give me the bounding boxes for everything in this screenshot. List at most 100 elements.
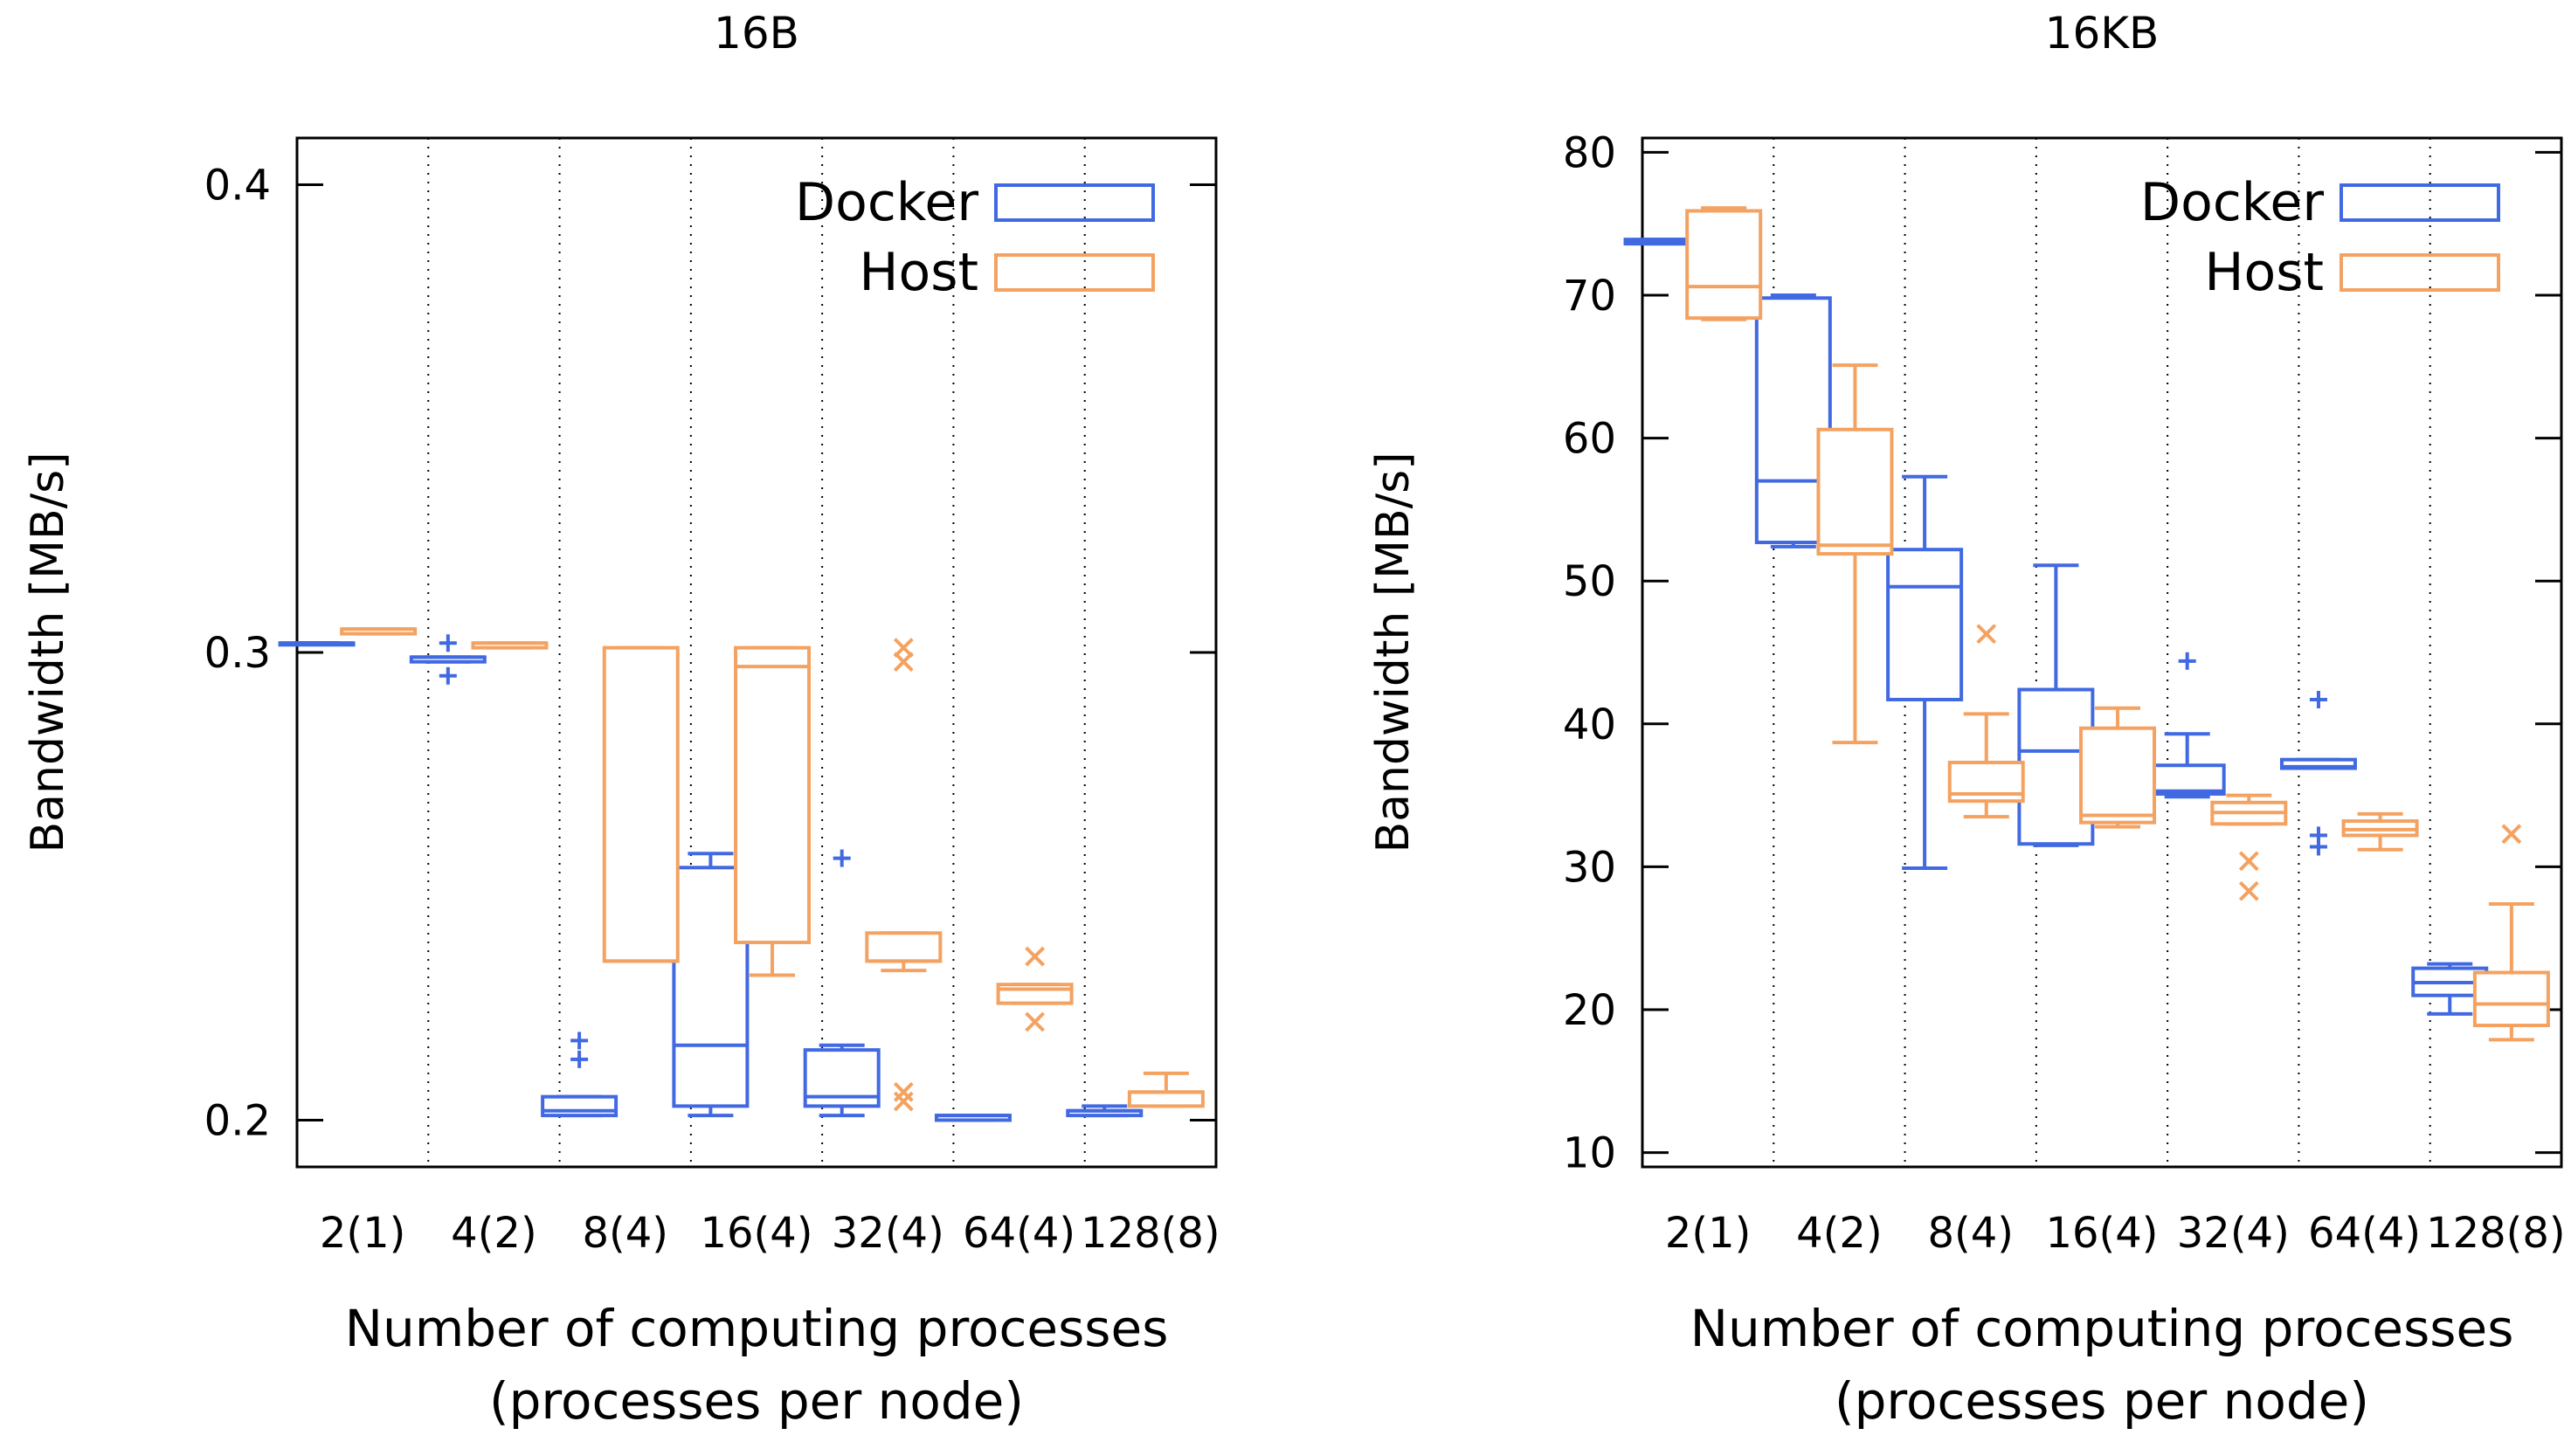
outlier-cross-b (1025, 946, 1046, 967)
box-docker-3 (541, 1032, 619, 1118)
box-host-5 (865, 638, 943, 1112)
box-docker-7 (1066, 1104, 1144, 1118)
box-iqr (734, 645, 812, 944)
x-axis-sublabel: (processes per node) (1835, 1371, 2369, 1431)
y-tick-label: 20 (1563, 986, 1616, 1035)
outlier-cross (1976, 624, 1997, 645)
chart-panel-1: 16B 0.2 0.3 0.4 2(1) 4(2) 8(4) 16(4) 32(4) 64(4) 1… (22, 8, 1220, 1431)
x-tick-label: 8(4) (1927, 1209, 2014, 1258)
y-axis-label: Bandwidth [MB/s] (1367, 452, 1420, 852)
y-tick-label: 0.3 (204, 629, 271, 678)
box-host-4 (2079, 706, 2157, 829)
x-tick-label: 32(4) (2177, 1209, 2290, 1258)
y-tick-label: 60 (1563, 415, 1616, 464)
series-docker (1623, 238, 2489, 1016)
x-tick-label: 16(4) (700, 1209, 812, 1258)
x-tick-label: 64(4) (2308, 1209, 2421, 1258)
x-tick-label: 128(8) (2426, 1209, 2566, 1258)
box-host-2 (471, 641, 549, 650)
box-docker-6 (2279, 690, 2357, 856)
outlier-cross-b (893, 1091, 914, 1112)
outlier-cross-b (893, 652, 914, 673)
legend-label-docker: Docker (2140, 172, 2324, 233)
outlier-cross (1025, 946, 1046, 967)
outlier-plus (570, 1032, 589, 1050)
outlier-plus (439, 666, 457, 685)
y-tick-label: 70 (1563, 272, 1616, 321)
outlier-cross-b (1976, 624, 1997, 645)
box-iqr (602, 645, 680, 963)
series-docker (278, 634, 1144, 1122)
series-host (340, 627, 1205, 1112)
box-docker-5 (803, 849, 881, 1118)
box-host-3 (1947, 624, 2025, 819)
box-iqr (1886, 548, 1964, 701)
y-tick-label: 50 (1563, 557, 1616, 606)
box-host-4 (734, 645, 812, 977)
box-host-6 (996, 946, 1074, 1032)
outlier-cross-b (2238, 851, 2259, 872)
legend-label-host: Host (859, 242, 978, 303)
outlier-cross-b (2501, 824, 2522, 845)
series-host (1685, 206, 2550, 1042)
outlier-plus (2309, 690, 2327, 708)
box-iqr (1816, 427, 1894, 556)
x-tick-label: 32(4) (832, 1209, 944, 1258)
box-host-7 (1127, 1071, 1205, 1108)
box-docker-6 (934, 1114, 1012, 1122)
outlier-cross (893, 1081, 914, 1102)
box-host-6 (2341, 811, 2419, 852)
box-iqr (2148, 763, 2226, 796)
box-host-3 (602, 645, 680, 963)
box-docker-1 (278, 641, 356, 647)
outlier-plus (570, 1050, 589, 1068)
y-tick-label: 0.4 (204, 162, 271, 210)
box-host-2 (1816, 363, 1894, 745)
outlier-cross-b (2238, 880, 2259, 901)
outlier-plus (2178, 652, 2196, 670)
y-tick-label: 10 (1563, 1129, 1616, 1178)
box-iqr (2472, 970, 2550, 1028)
legend-label-docker: Docker (795, 172, 978, 233)
x-tick-label: 8(4) (582, 1209, 668, 1258)
box-iqr (865, 931, 943, 963)
y-tick-label: 80 (1563, 128, 1616, 177)
outlier-cross-b (1025, 1011, 1046, 1032)
box-iqr (541, 1094, 619, 1118)
box-host-1 (340, 627, 418, 636)
chart-panel-2: 16KB 10 20 30 40 50 60 70 80 2(1) 4(2) 8(4) 16(4) 32(… (1367, 8, 2566, 1431)
box-host-5 (2210, 793, 2288, 901)
chart-title: 16KB (2045, 8, 2160, 59)
outlier-plus (833, 849, 851, 867)
box-docker-2 (409, 634, 487, 685)
y-tick-label: 30 (1563, 843, 1616, 892)
legend-swatch-docker (2339, 183, 2500, 222)
box-docker-5 (2148, 652, 2226, 799)
box-iqr (996, 983, 1074, 1005)
outlier-plus (2309, 838, 2327, 856)
legend: Docker Host (795, 172, 1155, 303)
box-host-7 (2472, 824, 2550, 1042)
box-iqr (2079, 726, 2157, 825)
box-iqr (1685, 209, 1763, 321)
plot-frame (1641, 136, 2563, 1169)
box-iqr (1127, 1090, 1205, 1108)
x-tick-label: 64(4) (963, 1209, 1075, 1258)
chart-title: 16B (714, 8, 799, 59)
outlier-cross (1025, 1011, 1046, 1032)
x-tick-label: 16(4) (2045, 1209, 2158, 1258)
x-axis-label: Number of computing processes (1690, 1299, 2514, 1358)
legend: Docker Host (2140, 172, 2500, 303)
x-tick-label: 2(1) (1665, 1209, 1752, 1258)
legend-label-host: Host (2204, 242, 2324, 303)
x-tick-label: 4(2) (451, 1209, 537, 1258)
outlier-cross (2238, 880, 2259, 901)
legend-swatch-host (2339, 253, 2500, 292)
outlier-plus (439, 634, 457, 652)
y-axis-label: Bandwidth [MB/s] (22, 452, 74, 852)
x-tick-label: 4(2) (1796, 1209, 1883, 1258)
x-tick-label: 2(1) (320, 1209, 406, 1258)
x-tick-label: 128(8) (1081, 1209, 1220, 1258)
box-host-1 (1685, 206, 1763, 321)
y-tick-label: 0.2 (204, 1096, 271, 1145)
